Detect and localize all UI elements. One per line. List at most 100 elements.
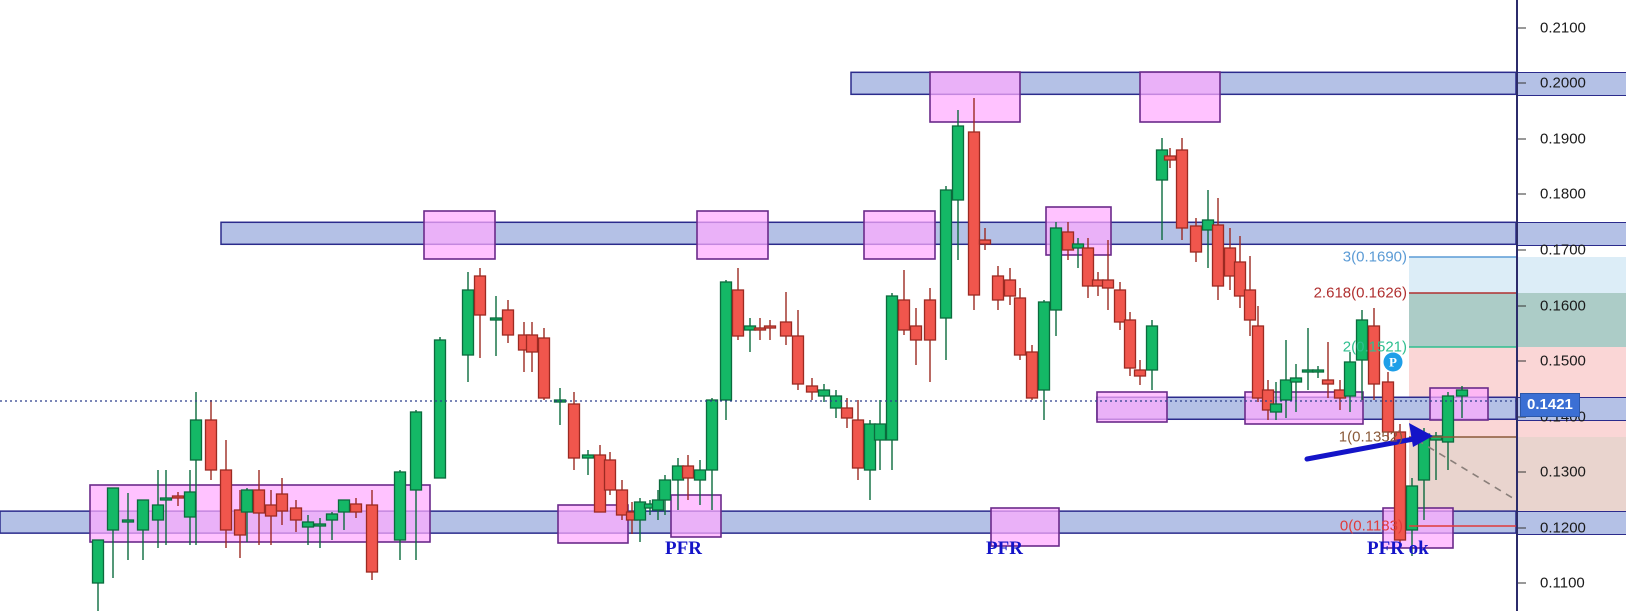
candle-2[interactable] xyxy=(121,493,135,560)
candle-36[interactable] xyxy=(593,445,607,513)
candle-66[interactable] xyxy=(939,186,953,360)
candle-72[interactable] xyxy=(1013,288,1027,360)
candle-89[interactable] xyxy=(1201,190,1215,268)
candle-49[interactable] xyxy=(731,268,745,340)
candle-34[interactable] xyxy=(567,392,581,470)
candle-90[interactable] xyxy=(1211,198,1225,300)
candle-85[interactable] xyxy=(1155,138,1169,240)
candle-47[interactable] xyxy=(705,398,719,510)
candle-95[interactable] xyxy=(1261,380,1275,420)
candle-108[interactable] xyxy=(1405,478,1419,556)
candle-70[interactable] xyxy=(991,266,1005,310)
zone-rect-zone-c[interactable] xyxy=(423,210,496,260)
candle-13[interactable] xyxy=(252,470,266,545)
candle-110[interactable] xyxy=(1429,432,1443,480)
candle-61[interactable] xyxy=(873,400,887,470)
candle-48[interactable] xyxy=(719,280,733,420)
candle-10[interactable] xyxy=(219,440,233,548)
candle-16[interactable] xyxy=(289,500,303,532)
candle-18[interactable] xyxy=(313,518,327,548)
candle-56[interactable] xyxy=(817,384,831,402)
candle-26[interactable] xyxy=(461,272,475,382)
candle-76[interactable] xyxy=(1061,222,1075,260)
candle-68[interactable] xyxy=(967,98,981,310)
candle-9[interactable] xyxy=(204,400,218,480)
candle-11[interactable] xyxy=(233,490,247,558)
candle-22[interactable] xyxy=(365,490,379,580)
candle-28[interactable] xyxy=(489,296,503,356)
candle-24[interactable] xyxy=(409,410,423,560)
candle-6[interactable] xyxy=(171,492,185,506)
candle-97[interactable] xyxy=(1279,340,1293,418)
candle-101[interactable] xyxy=(1321,342,1335,398)
candle-60[interactable] xyxy=(863,420,877,500)
candle-104[interactable] xyxy=(1355,310,1369,400)
candle-32[interactable] xyxy=(537,328,551,400)
candle-59[interactable] xyxy=(851,400,865,480)
candle-29[interactable] xyxy=(501,300,515,343)
candle-33[interactable] xyxy=(553,388,567,425)
candle-31[interactable] xyxy=(525,322,539,372)
p-badge[interactable]: P xyxy=(1383,352,1403,372)
candle-53[interactable] xyxy=(779,292,793,345)
candle-111[interactable] xyxy=(1441,392,1455,470)
candle-86[interactable] xyxy=(1163,148,1177,168)
candle-51[interactable] xyxy=(753,318,767,340)
candle-5[interactable] xyxy=(159,470,173,545)
candle-80[interactable] xyxy=(1101,240,1115,310)
candle-8[interactable] xyxy=(189,392,203,545)
candle-79[interactable] xyxy=(1091,272,1105,296)
candle-64[interactable] xyxy=(909,308,923,365)
candle-82[interactable] xyxy=(1123,312,1137,376)
zone-rect-zone-b[interactable] xyxy=(1139,71,1221,123)
price-axis[interactable]: 0.2100 0.2000 0.1900 0.1800 0.1700 0.1600 0.15… xyxy=(1516,0,1626,611)
candle-62[interactable] xyxy=(885,293,899,470)
candle-100[interactable] xyxy=(1311,366,1325,378)
candle-67[interactable] xyxy=(951,110,965,260)
zone-rect-zone-k[interactable] xyxy=(1096,391,1168,423)
candle-98[interactable] xyxy=(1289,364,1303,412)
zone-rect-zone-j[interactable] xyxy=(990,507,1060,547)
candle-54[interactable] xyxy=(791,310,805,390)
candle-43[interactable] xyxy=(658,475,672,515)
candle-40[interactable] xyxy=(633,498,647,542)
candle-74[interactable] xyxy=(1037,300,1051,420)
candle-99[interactable] xyxy=(1301,328,1315,390)
candle-27[interactable] xyxy=(473,268,487,358)
candle-12[interactable] xyxy=(240,488,254,542)
candle-0[interactable] xyxy=(91,539,105,611)
candle-103[interactable] xyxy=(1343,352,1357,412)
candle-38[interactable] xyxy=(615,480,629,520)
candle-87[interactable] xyxy=(1175,138,1189,240)
candle-112[interactable] xyxy=(1455,386,1469,418)
candle-50[interactable] xyxy=(743,318,757,352)
candle-55[interactable] xyxy=(805,378,819,400)
candle-71[interactable] xyxy=(1003,268,1017,305)
candle-19[interactable] xyxy=(325,512,339,540)
candle-105[interactable] xyxy=(1367,308,1381,400)
candle-37[interactable] xyxy=(603,452,617,495)
candle-73[interactable] xyxy=(1025,345,1039,400)
candle-42[interactable] xyxy=(651,490,665,520)
candle-20[interactable] xyxy=(337,499,351,530)
zone-rect-zone-d[interactable] xyxy=(696,210,769,260)
candle-107[interactable] xyxy=(1393,424,1407,545)
candle-94[interactable] xyxy=(1251,306,1265,402)
candle-106[interactable] xyxy=(1381,372,1395,440)
candle-21[interactable] xyxy=(349,498,363,518)
candle-23[interactable] xyxy=(393,470,407,560)
candle-75[interactable] xyxy=(1049,222,1063,336)
candle-25[interactable] xyxy=(433,337,447,479)
chart-plot-area[interactable]: 3(0.1690) 2.618(0.1626) 2(0.1521) 1(0.1352)… xyxy=(0,0,1516,611)
candle-88[interactable] xyxy=(1189,218,1203,262)
candle-57[interactable] xyxy=(829,390,843,418)
candle-46[interactable] xyxy=(693,460,707,505)
candle-77[interactable] xyxy=(1071,238,1085,268)
candle-1[interactable] xyxy=(106,487,120,578)
candle-52[interactable] xyxy=(763,320,777,340)
candle-69[interactable] xyxy=(978,228,992,250)
candle-84[interactable] xyxy=(1145,320,1159,390)
candle-58[interactable] xyxy=(840,398,854,428)
candle-65[interactable] xyxy=(923,288,937,382)
candle-4[interactable] xyxy=(151,470,165,548)
